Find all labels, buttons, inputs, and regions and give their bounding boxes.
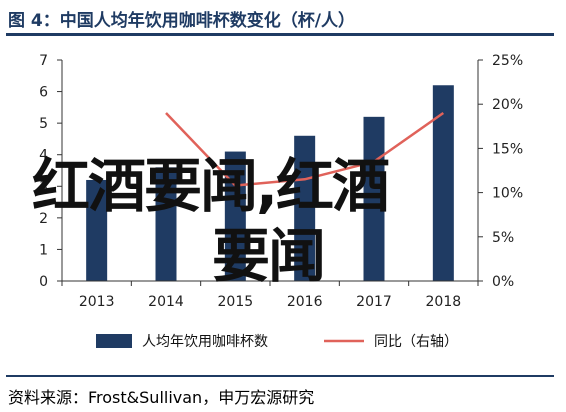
legend-swatch-bar bbox=[96, 334, 132, 348]
x-tick-label: 2013 bbox=[79, 294, 115, 310]
title-bar: 图 4：中国人均年饮用咖啡杯数变化（杯/人） bbox=[6, 4, 560, 31]
x-tick-label: 2018 bbox=[426, 294, 462, 310]
legend-label-line: 同比（右轴） bbox=[374, 334, 458, 350]
x-tick-label: 2014 bbox=[148, 294, 184, 310]
footer-divider bbox=[6, 375, 554, 377]
axes-layer: 0 1 2 3 4 5 6 7 0% 5% 10% 15% 20% 25% 2013 2014 2015 2016… bbox=[39, 53, 523, 310]
y2-tick-label: 15% bbox=[492, 141, 523, 157]
x-tick-label: 2016 bbox=[287, 294, 323, 310]
y-tick-label: 3 bbox=[39, 179, 48, 195]
y-tick-label: 5 bbox=[39, 116, 48, 132]
y2-tick-label: 25% bbox=[492, 53, 523, 69]
source-note: 资料来源：Frost&Sullivan，申万宏源研究 bbox=[8, 388, 315, 407]
y2-tick-label: 10% bbox=[492, 186, 523, 202]
legend: 人均年饮用咖啡杯数 同比（右轴） bbox=[96, 334, 458, 350]
y-tick-label: 0 bbox=[39, 274, 48, 290]
y-tick-label: 2 bbox=[39, 211, 48, 227]
watermark-line-2: 要闻 bbox=[212, 222, 324, 290]
y-tick-label: 4 bbox=[39, 148, 48, 164]
y-tick-label: 7 bbox=[39, 53, 48, 69]
y2-tick-label: 0% bbox=[492, 274, 514, 290]
legend-label-bar: 人均年饮用咖啡杯数 bbox=[142, 334, 268, 350]
watermark: 红酒要闻,红酒要闻 bbox=[32, 152, 391, 290]
y2-tick-label: 5% bbox=[492, 230, 514, 246]
x-tick-label: 2015 bbox=[218, 294, 254, 310]
bar bbox=[432, 85, 454, 281]
title-divider bbox=[6, 33, 554, 36]
bar bbox=[86, 179, 108, 281]
watermark-line-1: 红酒要闻,红酒 bbox=[32, 152, 389, 220]
y2-tick-label: 20% bbox=[492, 97, 523, 113]
line-layer bbox=[165, 111, 445, 187]
bar bbox=[294, 135, 316, 281]
x-tick-label: 2017 bbox=[356, 294, 392, 310]
y-tick-label: 1 bbox=[39, 242, 48, 258]
y-tick-label: 6 bbox=[39, 85, 48, 101]
chart-title: 图 4：中国人均年饮用咖啡杯数变化（杯/人） bbox=[8, 11, 355, 31]
bar bbox=[155, 167, 177, 281]
